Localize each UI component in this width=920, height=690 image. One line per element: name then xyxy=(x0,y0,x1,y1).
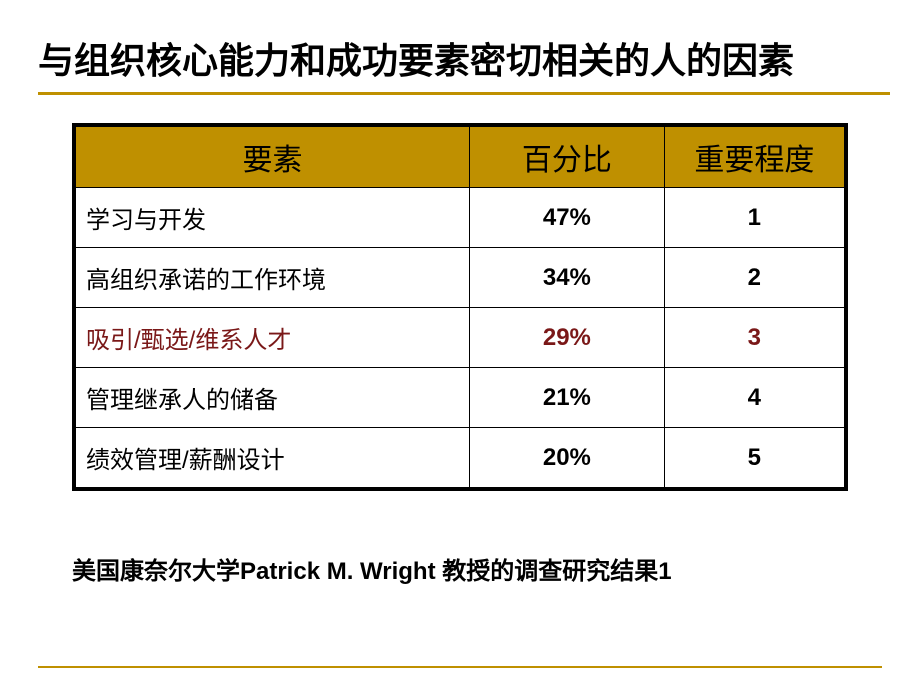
cell-label: 高组织承诺的工作环境 xyxy=(76,248,470,308)
header-importance: 重要程度 xyxy=(664,127,844,188)
cell-percent: 47% xyxy=(470,188,665,248)
table-row: 高组织承诺的工作环境 34% 2 xyxy=(76,248,845,308)
cell-rank: 2 xyxy=(664,248,844,308)
factors-table-container: 要素 百分比 重要程度 学习与开发 47% 1 高组织承诺的工作环境 34% 2… xyxy=(72,123,848,491)
table-header-row: 要素 百分比 重要程度 xyxy=(76,127,845,188)
cell-percent: 21% xyxy=(470,368,665,428)
page-title: 与组织核心能力和成功要素密切相关的人的因素 xyxy=(0,0,920,84)
cell-rank: 4 xyxy=(664,368,844,428)
table-row: 学习与开发 47% 1 xyxy=(76,188,845,248)
title-underline xyxy=(38,92,890,95)
cell-rank: 3 xyxy=(664,308,844,368)
header-factor: 要素 xyxy=(76,127,470,188)
cell-percent: 34% xyxy=(470,248,665,308)
header-percent: 百分比 xyxy=(470,127,665,188)
table-row-highlight: 吸引/甄选/维系人才 29% 3 xyxy=(76,308,845,368)
cell-label: 管理继承人的储备 xyxy=(76,368,470,428)
cell-percent: 29% xyxy=(470,308,665,368)
table-row: 绩效管理/薪酬设计 20% 5 xyxy=(76,428,845,488)
cell-label: 学习与开发 xyxy=(76,188,470,248)
cell-label: 吸引/甄选/维系人才 xyxy=(76,308,470,368)
cell-percent: 20% xyxy=(470,428,665,488)
cell-rank: 5 xyxy=(664,428,844,488)
cell-label: 绩效管理/薪酬设计 xyxy=(76,428,470,488)
footnote: 美国康奈尔大学Patrick M. Wright 教授的调查研究结果1 xyxy=(72,551,920,586)
cell-rank: 1 xyxy=(664,188,844,248)
table-row: 管理继承人的储备 21% 4 xyxy=(76,368,845,428)
factors-table: 要素 百分比 重要程度 学习与开发 47% 1 高组织承诺的工作环境 34% 2… xyxy=(75,126,845,488)
bottom-accent-line xyxy=(38,666,882,668)
